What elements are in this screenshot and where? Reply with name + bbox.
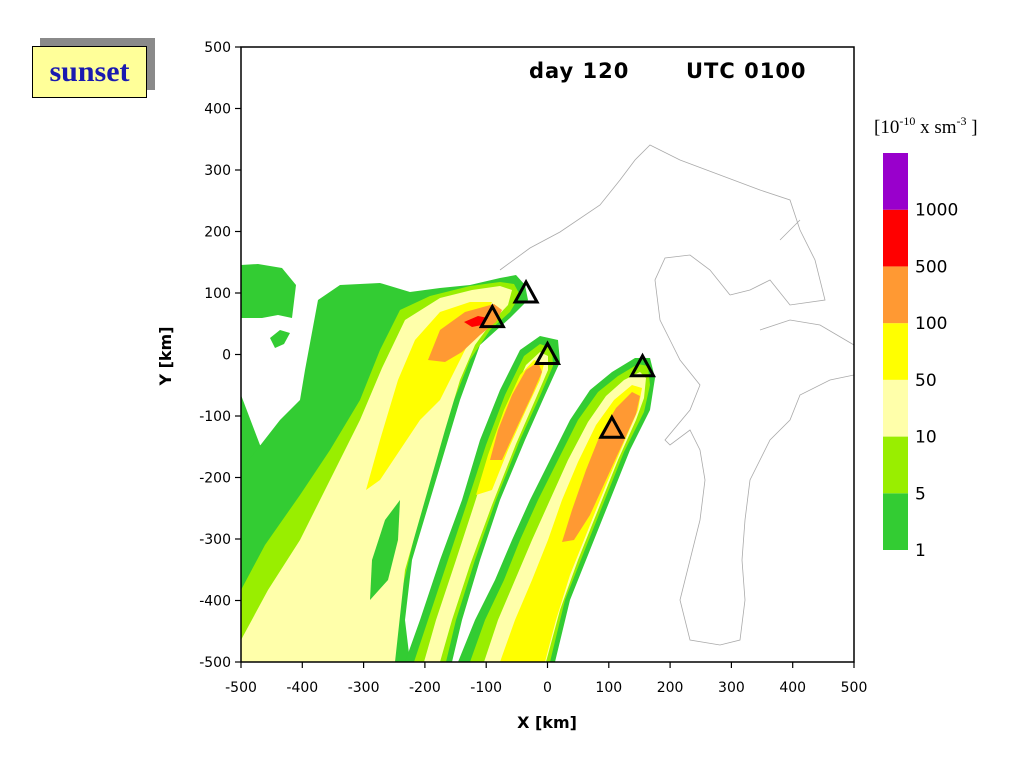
plume-contours [241, 264, 655, 662]
y-tick-label: 0 [222, 348, 231, 364]
colorbar-label: 100 [915, 314, 947, 334]
colorbar-swatch [883, 436, 908, 494]
title-utc: UTC 0100 [686, 59, 807, 83]
x-tick-label: 0 [543, 680, 552, 696]
y-tick-label: 100 [204, 286, 231, 302]
source-triangle-marker [628, 352, 657, 378]
y-tick-label: 300 [204, 163, 231, 179]
sunset-badge: sunset [32, 46, 147, 98]
y-tick-label: -500 [199, 655, 231, 671]
x-tick-label: 400 [779, 680, 806, 696]
source-markers [478, 278, 657, 439]
x-axis-ticks: -500 -400 -300 -200 -100 0 100 200 300 400 500 [225, 662, 867, 696]
unit-exponent-1: -10 [899, 114, 915, 128]
x-tick-label: 100 [595, 680, 622, 696]
colorbar-label: 50 [915, 371, 937, 391]
unit-base: [10 [874, 117, 899, 138]
colorbar-swatch [883, 266, 908, 324]
plume-c-level-5 [562, 392, 640, 542]
plume-b-level-5 [490, 362, 542, 460]
unit-exponent-2: -3 [957, 114, 967, 128]
x-tick-label: 200 [657, 680, 684, 696]
source-triangle-marker [598, 414, 626, 439]
colorbar-label: 500 [915, 257, 947, 277]
colorbar-label: 5 [915, 484, 926, 504]
x-tick-label: 500 [841, 680, 868, 696]
y-tick-label: 200 [204, 225, 231, 241]
colorbar-label: 10 [915, 428, 937, 448]
colorbar-swatch [883, 493, 908, 550]
x-tick-label: 300 [718, 680, 745, 696]
y-tick-label: -300 [199, 532, 231, 548]
unit-mid: x sm [915, 117, 956, 138]
plume-a-island [270, 330, 290, 348]
x-tick-label: -100 [470, 680, 502, 696]
source-triangle-marker [512, 278, 540, 304]
coastline [499, 144, 854, 646]
colorbar-swatch [883, 209, 908, 267]
x-axis-label: X [km] [517, 713, 577, 732]
colorbar-label: 1 [915, 541, 926, 561]
y-tick-label: 500 [204, 40, 231, 56]
x-tick-label: -500 [225, 680, 257, 696]
y-tick-label: -400 [199, 594, 231, 610]
y-axis-ticks: -500 -400 -300 -200 -100 0 100 200 300 400 500 [199, 40, 241, 671]
source-triangle-marker [533, 340, 562, 365]
unit-end: ] [967, 117, 978, 138]
title-day: day 120 [529, 59, 629, 83]
x-tick-label: -200 [409, 680, 441, 696]
colorbar-swatch [883, 379, 908, 437]
plume-a-gap [370, 500, 400, 600]
colorbar-label: 1000 [915, 201, 958, 221]
x-tick-label: -300 [348, 680, 380, 696]
y-tick-label: -100 [199, 409, 231, 425]
colorbar-unit: [10-10 x sm-3 ] [874, 114, 978, 138]
y-axis-label: Y [km] [156, 326, 175, 386]
colorbar: 1 5 10 50 100 500 1000 [883, 153, 958, 561]
y-tick-label: -200 [199, 471, 231, 487]
source-triangle-marker [478, 303, 506, 329]
x-tick-label: -400 [286, 680, 318, 696]
colorbar-swatch [883, 323, 908, 380]
y-tick-label: 400 [204, 102, 231, 118]
colorbar-swatch [883, 153, 908, 210]
